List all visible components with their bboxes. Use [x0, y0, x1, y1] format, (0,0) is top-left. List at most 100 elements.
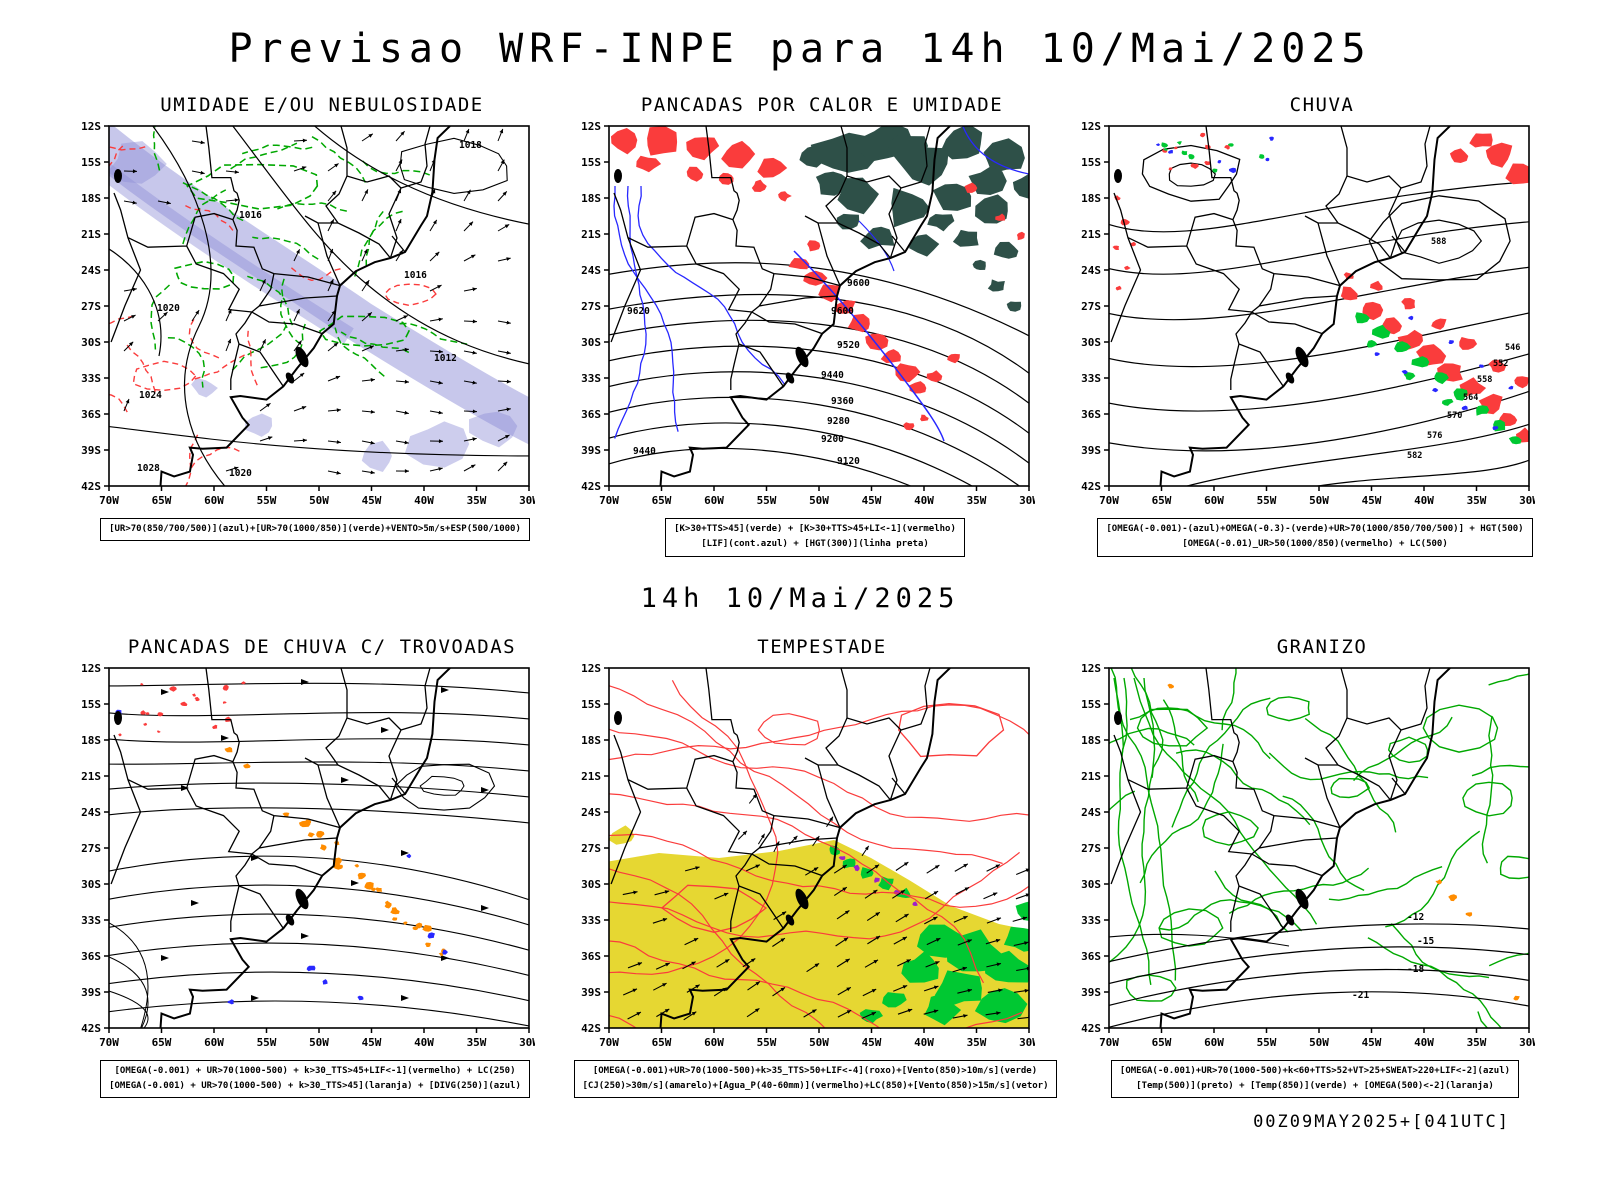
svg-text:-15: -15	[1417, 936, 1434, 947]
svg-text:35W: 35W	[967, 1036, 987, 1049]
svg-text:36S: 36S	[1081, 408, 1101, 421]
svg-text:21S: 21S	[1081, 228, 1101, 241]
caption-box-pancadas-calor: [K>30+TTS>45](verde) + [K>30+TTS>45+LI<-…	[665, 518, 965, 557]
svg-text:576: 576	[1427, 431, 1442, 441]
svg-text:24S: 24S	[81, 264, 101, 277]
svg-text:65W: 65W	[652, 494, 672, 507]
svg-text:558: 558	[1477, 375, 1492, 385]
svg-text:15S: 15S	[1081, 698, 1101, 711]
svg-text:30S: 30S	[81, 878, 101, 891]
svg-text:45W: 45W	[862, 494, 882, 507]
caption-line: [OMEGA(-0.001)-(azul)+OMEGA(-0.3)-(verde…	[1106, 524, 1524, 534]
svg-text:15S: 15S	[81, 698, 101, 711]
svg-text:9620: 9620	[627, 306, 650, 317]
svg-text:55W: 55W	[257, 494, 277, 507]
svg-text:70W: 70W	[1099, 494, 1119, 507]
svg-text:12S: 12S	[81, 120, 101, 133]
svg-text:18S: 18S	[81, 734, 101, 747]
svg-text:1016: 1016	[404, 270, 427, 281]
panel-granizo: GRANIZO -12 -15 -18 -21 12S 15S 18S 21S 24S 27S 30…	[1063, 636, 1537, 1099]
svg-text:50W: 50W	[809, 494, 829, 507]
caption-box-tempestade: [OMEGA(-0.001)+UR>70(1000-500)+k>35_TTS>…	[573, 1059, 1057, 1099]
svg-text:582: 582	[1407, 451, 1422, 461]
svg-text:36S: 36S	[81, 408, 101, 421]
run-timestamp: 00Z09MAY2025+[041UTC]	[1253, 1112, 1510, 1133]
caption-line: [UR>70(850/700/500)](azul)+[UR>70(1000/8…	[109, 524, 521, 534]
svg-text:24S: 24S	[581, 264, 601, 277]
panel-title-granizo: GRANIZO	[1276, 635, 1368, 658]
svg-text:33S: 33S	[1081, 372, 1101, 385]
caption-line: [OMEGA(-0.001) + UR>70(1000-500) + k>30_…	[109, 1080, 521, 1091]
svg-text:21S: 21S	[81, 770, 101, 783]
map-pancadas-calor: 9600 9520 9440 9360 9280 9200 9120 9620 9440 9600…	[581, 120, 1035, 507]
svg-text:1020: 1020	[229, 468, 252, 479]
caption-line: [OMEGA(-0.001) + UR>70(1000-500) + k>30_…	[114, 1065, 516, 1076]
svg-text:40W: 40W	[914, 1036, 934, 1049]
svg-text:24S: 24S	[81, 806, 101, 819]
svg-text:42S: 42S	[81, 480, 101, 493]
svg-text:12S: 12S	[1081, 120, 1101, 133]
svg-text:40W: 40W	[414, 1036, 434, 1049]
svg-text:30W: 30W	[519, 494, 535, 507]
panel-title-trovoadas: PANCADAS DE CHUVA C/ TROVOADAS	[127, 635, 517, 658]
svg-text:24S: 24S	[1081, 264, 1101, 277]
svg-text:35W: 35W	[467, 494, 487, 507]
page-title: Previsao WRF-INPE para 14h 10/Mai/2025	[228, 26, 1372, 72]
svg-text:60W: 60W	[704, 494, 724, 507]
caption-line: [OMEGA(-0.01)_UR>50(1000/850)(vermelho) …	[1182, 539, 1448, 550]
map-chuva: 58257657056455855254658812S15S18S21S24S2…	[1081, 120, 1535, 507]
svg-text:39S: 39S	[1081, 444, 1101, 457]
panel-tempestade: TEMPESTADE 12S 15S 18S 21S 24S 27S 30S 33S 36S 39…	[563, 635, 1057, 1099]
svg-text:45W: 45W	[362, 494, 382, 507]
svg-text:30S: 30S	[581, 336, 601, 349]
panel-title-tempestade: TEMPESTADE	[757, 635, 887, 658]
svg-text:36S: 36S	[581, 950, 601, 963]
svg-text:18S: 18S	[581, 734, 601, 747]
svg-text:9280: 9280	[827, 416, 850, 427]
svg-text:1012: 1012	[434, 353, 457, 364]
panel-row-bottom: PANCADAS DE CHUVA C/ TROVOADAS 12S 15S 18S…	[0, 636, 1600, 1099]
svg-text:1016: 1016	[239, 210, 262, 221]
svg-text:55W: 55W	[257, 1036, 277, 1049]
svg-text:42S: 42S	[581, 480, 601, 493]
svg-text:18S: 18S	[1081, 734, 1101, 747]
svg-text:39S: 39S	[581, 986, 601, 999]
svg-text:39S: 39S	[1081, 986, 1101, 999]
svg-text:18S: 18S	[81, 192, 101, 205]
svg-text:30W: 30W	[1519, 494, 1535, 507]
svg-text:24S: 24S	[581, 806, 601, 819]
svg-text:9440: 9440	[633, 446, 656, 457]
svg-text:65W: 65W	[1152, 1036, 1172, 1049]
svg-text:15S: 15S	[581, 698, 601, 711]
caption-box-granizo: [OMEGA(-0.001)+UR>70(1000-500)+k<60+TTS>…	[1110, 1059, 1520, 1099]
svg-text:9200: 9200	[821, 434, 844, 445]
svg-text:39S: 39S	[81, 444, 101, 457]
svg-text:50W: 50W	[1309, 1036, 1329, 1049]
svg-text:552: 552	[1493, 359, 1508, 369]
svg-text:55W: 55W	[757, 494, 777, 507]
svg-text:50W: 50W	[309, 494, 329, 507]
svg-text:570: 570	[1447, 411, 1462, 421]
svg-text:1028: 1028	[137, 463, 160, 474]
svg-text:39S: 39S	[581, 444, 601, 457]
svg-text:40W: 40W	[1414, 1036, 1434, 1049]
panel-pancadas-calor: PANCADAS POR CALOR E UMIDADE 9600 9520 944…	[563, 94, 1037, 557]
svg-text:42S: 42S	[1081, 480, 1101, 493]
svg-text:36S: 36S	[581, 408, 601, 421]
svg-text:39S: 39S	[81, 986, 101, 999]
svg-text:9520: 9520	[837, 340, 860, 351]
svg-text:27S: 27S	[81, 300, 101, 313]
svg-text:40W: 40W	[414, 494, 434, 507]
panel-title-pancadas-calor: PANCADAS POR CALOR E UMIDADE	[640, 94, 1004, 116]
svg-text:30S: 30S	[581, 878, 601, 891]
panel-row-top: UMIDADE E/OU NEBULOSIDADE 1016 1020 1016 10…	[0, 94, 1600, 557]
svg-text:60W: 60W	[204, 1036, 224, 1049]
svg-text:-18: -18	[1407, 964, 1424, 975]
svg-text:42S: 42S	[1081, 1022, 1101, 1035]
valid-time-label: 14h 10/Mai/2025	[640, 582, 960, 614]
panel-chuva: CHUVA 582 576 570 564 558 552 546 588 12S 15S 18S 2…	[1063, 94, 1537, 557]
svg-text:21S: 21S	[581, 770, 601, 783]
svg-text:12S: 12S	[1081, 662, 1101, 675]
svg-text:65W: 65W	[152, 1036, 172, 1049]
